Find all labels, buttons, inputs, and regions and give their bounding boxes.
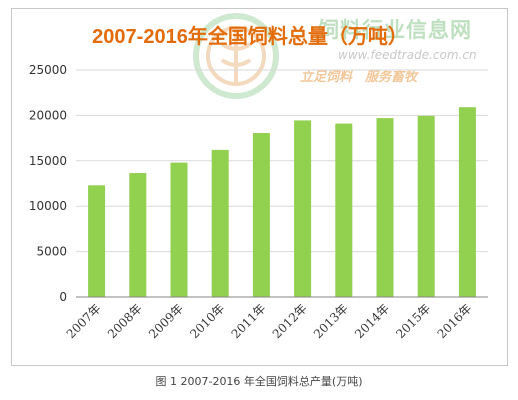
x-tick-label: 2013年 bbox=[311, 301, 351, 341]
watermark-name: 饲料行业信息网 bbox=[318, 18, 472, 42]
bar-2009年 bbox=[170, 162, 188, 297]
bar-2013年 bbox=[335, 123, 353, 298]
x-tick-label: 2008年 bbox=[105, 301, 145, 341]
watermark-logo-icon bbox=[193, 13, 279, 99]
y-tick-label: 0 bbox=[59, 290, 67, 304]
x-tick-label: 2011年 bbox=[229, 301, 269, 341]
y-tick-label: 20000 bbox=[29, 108, 67, 122]
bar-2007年 bbox=[88, 185, 106, 297]
bar-2012年 bbox=[294, 120, 312, 297]
y-tick-label: 5000 bbox=[36, 245, 67, 259]
bar-2015年 bbox=[417, 115, 435, 297]
x-tick-label: 2014年 bbox=[352, 301, 392, 341]
bars bbox=[88, 107, 476, 298]
chart-title: 2007-2016年全国饲料总量（万吨） bbox=[92, 26, 408, 48]
x-tick-label: 2015年 bbox=[393, 301, 433, 341]
bar-2010年 bbox=[211, 149, 229, 297]
y-tick-label: 15000 bbox=[29, 154, 67, 168]
bar-2014年 bbox=[376, 118, 394, 298]
x-tick-label: 2016年 bbox=[435, 301, 475, 341]
bar-2008年 bbox=[129, 173, 147, 297]
y-tick-label: 10000 bbox=[29, 199, 67, 213]
x-tick-label: 2010年 bbox=[187, 301, 227, 341]
bar-2011年 bbox=[252, 133, 270, 297]
x-tick-label: 2007年 bbox=[64, 301, 104, 341]
x-tick-label: 2012年 bbox=[270, 301, 310, 341]
figure-caption: 图 1 2007-2016 年全国饲料总产量(万吨) bbox=[155, 375, 363, 388]
bar-2016年 bbox=[458, 107, 476, 297]
x-tick-label: 2009年 bbox=[146, 301, 186, 341]
y-tick-label: 25000 bbox=[29, 63, 67, 77]
watermark-url: www.feedtrade.com.cn bbox=[338, 48, 477, 62]
watermark-slogan: 立足饲料 服务畜牧 bbox=[300, 70, 418, 85]
